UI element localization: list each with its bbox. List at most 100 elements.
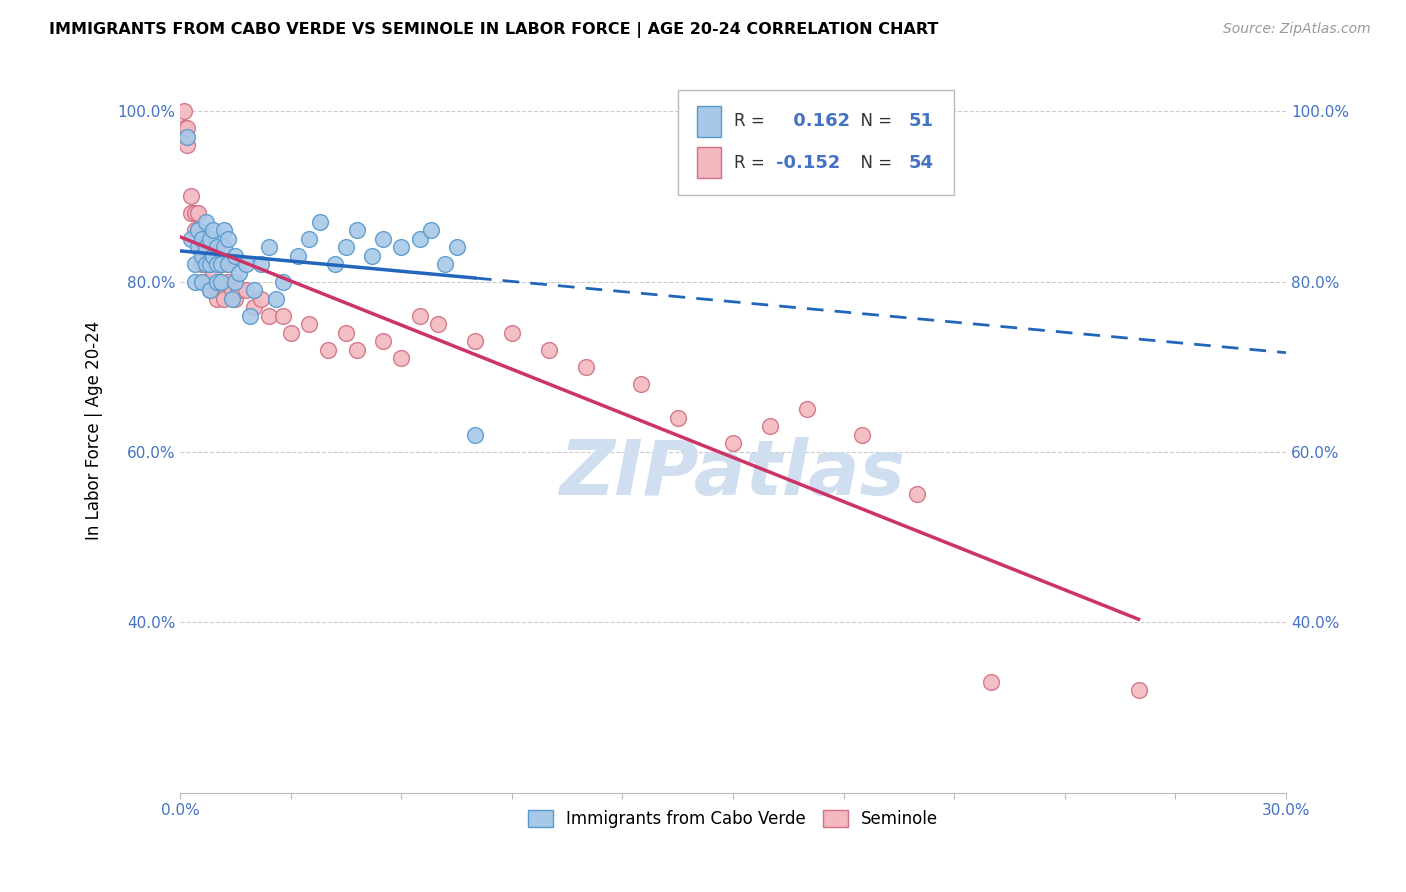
- Point: [346, 223, 368, 237]
- Point: [205, 275, 228, 289]
- Point: [180, 232, 202, 246]
- Point: [209, 275, 232, 289]
- Point: [389, 240, 412, 254]
- Point: [187, 223, 209, 237]
- Point: [271, 309, 294, 323]
- Point: [180, 206, 202, 220]
- Point: [205, 292, 228, 306]
- Point: [666, 410, 689, 425]
- Point: [228, 283, 250, 297]
- Point: [194, 275, 217, 289]
- Text: N =: N =: [851, 112, 897, 130]
- Point: [335, 326, 357, 340]
- Text: N =: N =: [851, 153, 897, 171]
- Point: [257, 309, 280, 323]
- Text: 54: 54: [908, 153, 934, 171]
- Point: [176, 138, 198, 153]
- Bar: [696, 147, 721, 178]
- Point: [198, 283, 221, 297]
- Point: [264, 292, 287, 306]
- Point: [191, 240, 214, 254]
- Point: [198, 257, 221, 271]
- Point: [371, 334, 394, 348]
- Point: [176, 129, 198, 144]
- Text: 0.162: 0.162: [787, 112, 851, 130]
- Text: R =: R =: [734, 112, 770, 130]
- Bar: [696, 106, 721, 136]
- Point: [408, 232, 430, 246]
- Point: [198, 283, 221, 297]
- Point: [271, 275, 294, 289]
- Point: [217, 232, 239, 246]
- Point: [205, 240, 228, 254]
- Point: [464, 427, 486, 442]
- Point: [221, 283, 243, 297]
- Point: [191, 257, 214, 271]
- Point: [194, 240, 217, 254]
- Point: [221, 292, 243, 306]
- Point: [224, 249, 246, 263]
- Text: R =: R =: [734, 153, 770, 171]
- Point: [501, 326, 523, 340]
- Point: [235, 257, 257, 271]
- Point: [184, 223, 207, 237]
- Point: [360, 249, 382, 263]
- Point: [173, 104, 195, 119]
- Point: [187, 240, 209, 254]
- Point: [371, 232, 394, 246]
- Point: [187, 240, 209, 254]
- Point: [217, 257, 239, 271]
- Point: [214, 292, 236, 306]
- Point: [298, 317, 321, 331]
- Point: [759, 419, 782, 434]
- Point: [335, 240, 357, 254]
- Point: [217, 275, 239, 289]
- Point: [280, 326, 302, 340]
- Point: [239, 309, 262, 323]
- Point: [209, 275, 232, 289]
- Point: [242, 300, 264, 314]
- Point: [242, 283, 264, 297]
- Point: [191, 275, 214, 289]
- Point: [464, 334, 486, 348]
- Point: [796, 402, 818, 417]
- Point: [408, 309, 430, 323]
- Point: [419, 223, 441, 237]
- Point: [298, 232, 321, 246]
- Point: [180, 189, 202, 203]
- Point: [287, 249, 309, 263]
- Point: [202, 266, 225, 280]
- Y-axis label: In Labor Force | Age 20-24: In Labor Force | Age 20-24: [86, 321, 103, 541]
- Point: [309, 215, 332, 229]
- Point: [250, 257, 273, 271]
- Point: [224, 275, 246, 289]
- Point: [905, 487, 928, 501]
- Point: [202, 249, 225, 263]
- Point: [184, 206, 207, 220]
- Text: ZIPatlas: ZIPatlas: [560, 437, 905, 511]
- Point: [721, 436, 744, 450]
- Point: [176, 121, 198, 136]
- Point: [214, 223, 236, 237]
- Point: [851, 427, 873, 442]
- Point: [198, 232, 221, 246]
- Point: [214, 240, 236, 254]
- Text: -0.152: -0.152: [776, 153, 841, 171]
- Point: [446, 240, 468, 254]
- Point: [389, 351, 412, 366]
- Point: [427, 317, 450, 331]
- Point: [980, 674, 1002, 689]
- Point: [316, 343, 339, 357]
- Point: [228, 266, 250, 280]
- Point: [191, 249, 214, 263]
- Point: [346, 343, 368, 357]
- Text: IMMIGRANTS FROM CABO VERDE VS SEMINOLE IN LABOR FORCE | AGE 20-24 CORRELATION CH: IMMIGRANTS FROM CABO VERDE VS SEMINOLE I…: [49, 22, 939, 38]
- Point: [202, 223, 225, 237]
- Point: [209, 257, 232, 271]
- Point: [194, 257, 217, 271]
- Point: [209, 257, 232, 271]
- Text: 51: 51: [908, 112, 934, 130]
- Point: [257, 240, 280, 254]
- Point: [224, 292, 246, 306]
- Point: [1128, 683, 1150, 698]
